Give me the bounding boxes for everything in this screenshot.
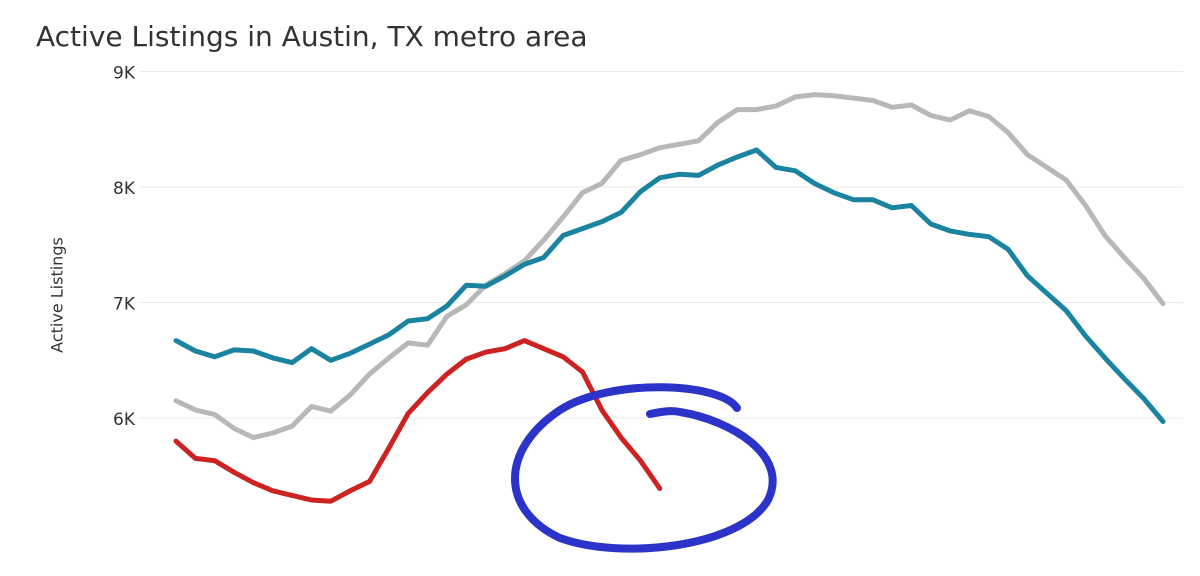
y-tick-label: 6K [113, 410, 136, 430]
line-series [173, 147, 1166, 424]
line-series [173, 92, 1166, 441]
y-tick-label: 7K [113, 295, 136, 315]
chart-title: Active Listings in Austin, TX metro area [36, 20, 588, 53]
y-tick-label: 9K [113, 64, 136, 84]
hand-drawn-circle [511, 383, 777, 553]
line-series [173, 338, 663, 504]
y-tick-label: 8K [113, 179, 136, 199]
y-axis-label: Active Listings [48, 237, 67, 353]
plot-area: 6K 7K 8K 9K [113, 64, 1183, 504]
